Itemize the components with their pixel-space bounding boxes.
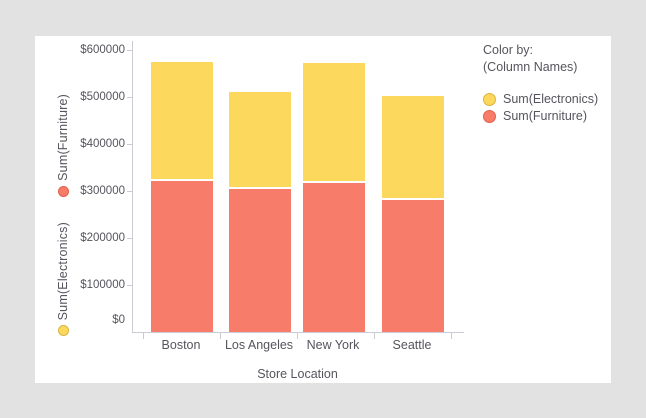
electronics-dot-icon — [57, 325, 69, 337]
legend-title: Color by: — [483, 43, 534, 57]
y-tick-mark — [127, 284, 132, 286]
legend-item-sum-furniture[interactable]: Sum(Furniture) — [483, 108, 598, 124]
bar-new-york-furniture-segment[interactable] — [303, 182, 365, 332]
x-boundary-tick — [220, 333, 221, 339]
furniture-dot-icon — [57, 185, 69, 197]
y-tick-mark — [127, 96, 132, 98]
y-tick-label: $400000 — [80, 137, 125, 150]
y-tick-label: $200000 — [80, 231, 125, 244]
plot-area[interactable] — [127, 41, 464, 339]
y-axis-selector-furniture[interactable]: Sum(Furniture) — [53, 94, 73, 197]
y-tick-label: $100000 — [80, 278, 125, 291]
bar-seattle[interactable] — [382, 96, 444, 332]
x-boundary-tick — [143, 333, 144, 339]
bar-new-york[interactable] — [303, 63, 365, 332]
x-boundary-tick — [374, 333, 375, 339]
legend-dot-icon — [483, 92, 496, 106]
legend-item-label: Sum(Electronics) — [503, 92, 599, 106]
y-tick-label: $300000 — [80, 184, 125, 197]
legend-item-label: Sum(Furniture) — [503, 109, 588, 123]
y-tick-label: $0 — [112, 314, 125, 326]
bar-seattle-furniture-segment[interactable] — [382, 199, 444, 332]
bar-boston[interactable] — [151, 61, 213, 332]
x-category-label-los-angeles: Los Angeles — [224, 338, 294, 352]
legend-item-sum-electronics[interactable]: Sum(Electronics) — [483, 91, 598, 107]
chart-card: Sum(Furniture) Sum(Electronics) $600000 $… — [35, 36, 611, 383]
y-axis-selector-electronics[interactable]: Sum(Electronics) — [53, 222, 73, 337]
bar-new-york-electronics-segment[interactable] — [303, 63, 365, 183]
y-tick-mark — [127, 143, 132, 145]
legend-dot-icon — [483, 109, 496, 123]
y-tick-mark — [127, 237, 132, 239]
bar-los-angeles[interactable] — [229, 91, 291, 332]
x-category-label-seattle: Seattle — [392, 338, 432, 352]
x-category-label-new-york: New York — [306, 338, 360, 352]
legend-items: Sum(Electronics) Sum(Furniture) — [483, 91, 598, 124]
y-axis-tick-labels: $600000 $500000 $400000 $300000 $200000 $1000… — [35, 36, 125, 383]
bar-seattle-electronics-segment[interactable] — [382, 96, 444, 200]
bar-los-angeles-furniture-segment[interactable] — [229, 189, 291, 332]
bar-boston-furniture-segment[interactable] — [151, 181, 213, 332]
x-axis-selector[interactable]: Store Location — [257, 367, 338, 381]
legend: Color by: (Column Names) Sum(Electronics… — [483, 42, 598, 125]
legend-subtitle[interactable]: (Column Names) — [483, 60, 578, 74]
y-tick-mark — [127, 50, 132, 51]
y-tick-label: $500000 — [80, 90, 125, 103]
y-tick-mark — [127, 190, 132, 192]
bar-boston-electronics-segment[interactable] — [151, 61, 213, 182]
x-boundary-tick — [451, 333, 452, 339]
bar-los-angeles-electronics-segment[interactable] — [229, 91, 291, 190]
y-tick-label: $600000 — [80, 44, 125, 56]
x-boundary-tick — [297, 333, 298, 339]
x-category-label-boston: Boston — [161, 338, 201, 352]
